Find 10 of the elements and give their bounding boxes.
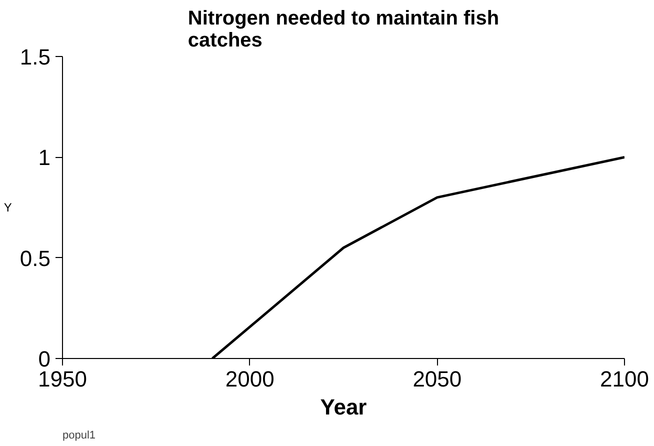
x-tick-label: 2100 [600,366,649,392]
x-tick-label: 2000 [225,366,274,392]
x-tick-label: 2050 [412,366,462,392]
x-axis-title: Year [320,394,368,420]
y-axis-title: Y [4,200,12,214]
y-tick-label: 1.5 [20,44,51,70]
text: popul1 [62,430,96,442]
chart-title: Nitrogen needed to maintain fish catches [188,8,500,52]
y-tick-label: 0.5 [20,246,51,271]
y-tick-label: 1 [38,145,51,170]
